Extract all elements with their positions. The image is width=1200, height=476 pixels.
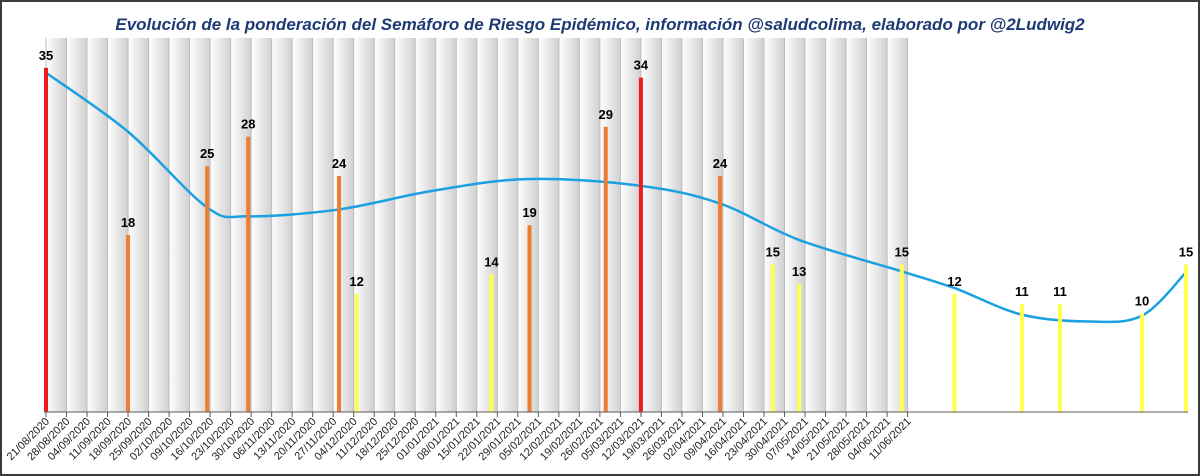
bar-value-label: 24 bbox=[713, 156, 728, 171]
trend-line-layer bbox=[44, 71, 1188, 324]
grid-stripe bbox=[476, 38, 498, 412]
bar-value-label: 29 bbox=[599, 107, 613, 122]
bar bbox=[1140, 313, 1145, 412]
grid-stripe bbox=[189, 38, 211, 412]
bar bbox=[354, 294, 359, 412]
x-axis: 21/08/202028/08/202004/09/202011/09/2020… bbox=[5, 411, 1188, 463]
grid-stripe bbox=[292, 38, 313, 412]
grid-stripe bbox=[66, 38, 88, 412]
bar bbox=[205, 166, 210, 412]
grid-stripe bbox=[558, 38, 580, 412]
grid-stripe bbox=[640, 38, 662, 412]
value-labels: 35 18 25 28 24 12 14 19 29 34 24 15 13 15 12 11 11 10 15 bbox=[39, 48, 1193, 309]
grid-stripe bbox=[333, 38, 354, 412]
grid-stripe bbox=[599, 38, 621, 412]
bar bbox=[1184, 264, 1188, 412]
bar bbox=[1019, 303, 1024, 412]
grid-stripe bbox=[312, 38, 334, 412]
bar-value-label: 12 bbox=[947, 274, 961, 289]
bar bbox=[797, 284, 802, 412]
grid-stripe bbox=[374, 38, 395, 412]
grid-stripe bbox=[497, 38, 518, 412]
grid-stripe bbox=[681, 38, 703, 412]
bar-value-label: 28 bbox=[241, 117, 255, 132]
bar bbox=[527, 225, 532, 412]
bars bbox=[44, 67, 1188, 413]
grid-stripe bbox=[456, 38, 477, 412]
bar-value-label: 15 bbox=[1179, 245, 1193, 260]
grid-stripe bbox=[538, 38, 559, 412]
bar-value-label: 15 bbox=[894, 245, 908, 260]
bar-value-label: 35 bbox=[39, 48, 53, 63]
bar-value-label: 19 bbox=[522, 205, 536, 220]
grid-stripe bbox=[271, 38, 293, 412]
grid-stripe bbox=[435, 38, 457, 412]
grid-stripe bbox=[846, 38, 867, 412]
bar-value-label: 10 bbox=[1135, 294, 1149, 309]
grid-stripe bbox=[661, 38, 682, 412]
grid-stripe bbox=[784, 38, 806, 412]
grid-stripe bbox=[805, 38, 826, 412]
grid-stripe bbox=[825, 38, 847, 412]
bar bbox=[489, 274, 494, 412]
grid-stripe bbox=[702, 38, 723, 412]
bar bbox=[718, 176, 723, 412]
bar bbox=[1057, 303, 1062, 412]
grid-stripe bbox=[87, 38, 108, 412]
grid-stripe bbox=[251, 38, 272, 412]
bar bbox=[638, 77, 643, 413]
grid-stripe bbox=[353, 38, 375, 412]
trend-line bbox=[44, 71, 1188, 324]
grid-stripe bbox=[743, 38, 764, 412]
grid-stripe bbox=[128, 38, 149, 412]
bar-value-label: 24 bbox=[332, 156, 347, 171]
grid-stripe bbox=[46, 38, 67, 412]
grid-stripe bbox=[210, 38, 231, 412]
grid-stripe bbox=[887, 38, 908, 412]
bar-value-label: 13 bbox=[792, 264, 806, 279]
bar-value-label: 15 bbox=[766, 245, 780, 260]
chart-title: Evolución de la ponderación del Semáforo… bbox=[115, 15, 1085, 34]
grid-stripe bbox=[763, 38, 785, 412]
bar-value-label: 18 bbox=[121, 215, 135, 230]
bar bbox=[44, 67, 48, 412]
grid-stripe bbox=[107, 38, 129, 412]
grid-stripe bbox=[620, 38, 641, 412]
bar bbox=[126, 235, 131, 412]
grid-stripe bbox=[722, 38, 744, 412]
bar-value-label: 34 bbox=[634, 58, 649, 73]
grid-stripe bbox=[415, 38, 436, 412]
grid-stripe bbox=[230, 38, 252, 412]
gridlines bbox=[45, 38, 909, 412]
bar-value-label: 11 bbox=[1053, 284, 1067, 299]
bar-value-label: 14 bbox=[484, 254, 499, 269]
bar bbox=[952, 294, 957, 412]
grid-stripe bbox=[148, 38, 170, 412]
grid-stripe bbox=[866, 38, 888, 412]
grid-stripe bbox=[517, 38, 539, 412]
bar-value-label: 25 bbox=[200, 146, 214, 161]
bar-value-label: 12 bbox=[349, 274, 363, 289]
bar bbox=[770, 264, 775, 412]
bar bbox=[603, 126, 608, 412]
grid-stripe bbox=[394, 38, 416, 412]
grid-stripe bbox=[579, 38, 600, 412]
bar bbox=[899, 264, 904, 412]
bar bbox=[337, 176, 342, 412]
grid-stripe bbox=[169, 38, 190, 412]
bar bbox=[246, 136, 251, 412]
bar-value-label: 11 bbox=[1015, 284, 1029, 299]
